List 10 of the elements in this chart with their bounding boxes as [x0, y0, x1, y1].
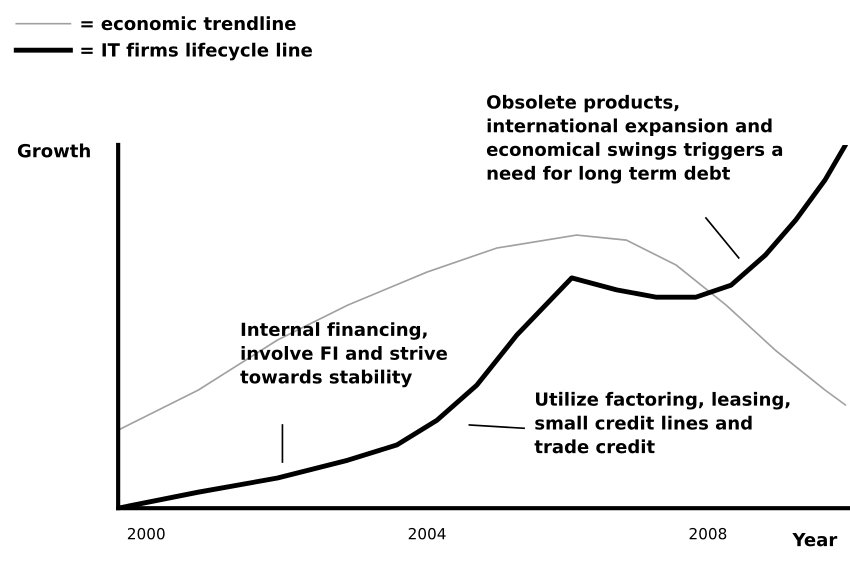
- y-axis-title: Growth: [18, 144, 90, 158]
- annotation: Obsolete products, international expansion and economical swings triggers a need for long term debt: [486, 94, 782, 184]
- annotation: Internal financing, involve FI and strive towards stability: [240, 322, 447, 388]
- x-tick-label: 2008: [690, 528, 726, 540]
- annotation: Utilize factoring, leasing, small credit lines and trade credit: [534, 392, 790, 454]
- x-tick-label: 2000: [128, 528, 165, 540]
- x-axis-title: Year: [792, 532, 838, 546]
- legend-label: = economic trendline: [81, 16, 296, 30]
- x-tick-label: 2004: [408, 528, 446, 540]
- legend-label: = IT firms lifecycle line: [81, 42, 312, 60]
